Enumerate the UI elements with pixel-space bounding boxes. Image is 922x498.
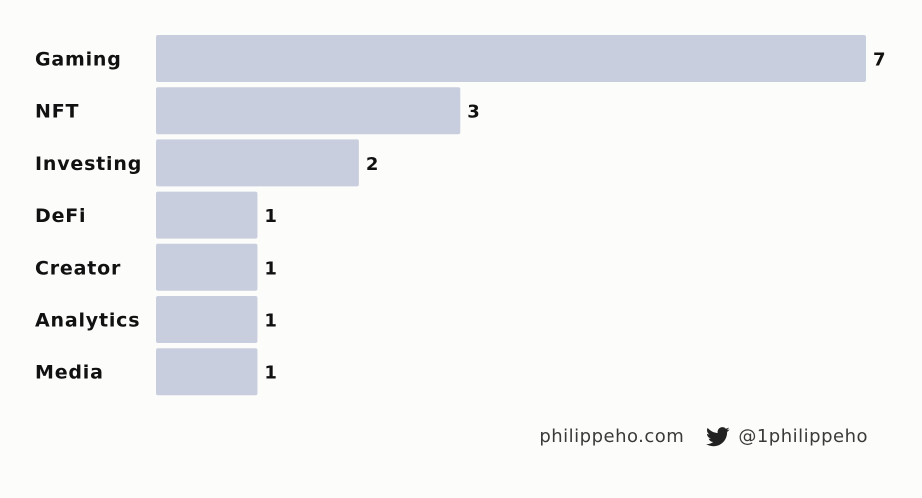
value-label: 2 — [366, 154, 379, 175]
category-label: Investing — [35, 153, 142, 175]
bar — [156, 244, 257, 291]
category-label: NFT — [35, 101, 79, 123]
twitter-bird-icon — [706, 427, 730, 447]
bar — [156, 296, 257, 343]
value-label: 1 — [264, 258, 277, 279]
category-label: Gaming — [35, 49, 122, 71]
website-link[interactable]: philippeho.com — [539, 426, 684, 447]
bar-chart: Gaming 7 NFT 3 Investing 2 DeFi 1 Creator 1 Analyt… — [0, 0, 922, 420]
twitter-handle: @1philippeho — [738, 426, 868, 447]
category-label: Media — [35, 362, 104, 384]
value-label: 3 — [467, 102, 480, 123]
value-label: 1 — [264, 363, 277, 384]
bar — [156, 87, 460, 134]
category-label: DeFi — [35, 205, 86, 227]
category-label: Creator — [35, 257, 121, 279]
twitter-handle-group[interactable]: @1philippeho — [706, 426, 868, 447]
category-label: Analytics — [35, 310, 140, 332]
bar — [156, 139, 359, 186]
bar — [156, 192, 257, 239]
bar — [156, 35, 866, 82]
value-label: 1 — [264, 206, 277, 227]
footer: philippeho.com @1philippeho — [0, 426, 868, 447]
bar — [156, 348, 257, 395]
value-label: 7 — [873, 50, 886, 71]
value-label: 1 — [264, 311, 277, 332]
